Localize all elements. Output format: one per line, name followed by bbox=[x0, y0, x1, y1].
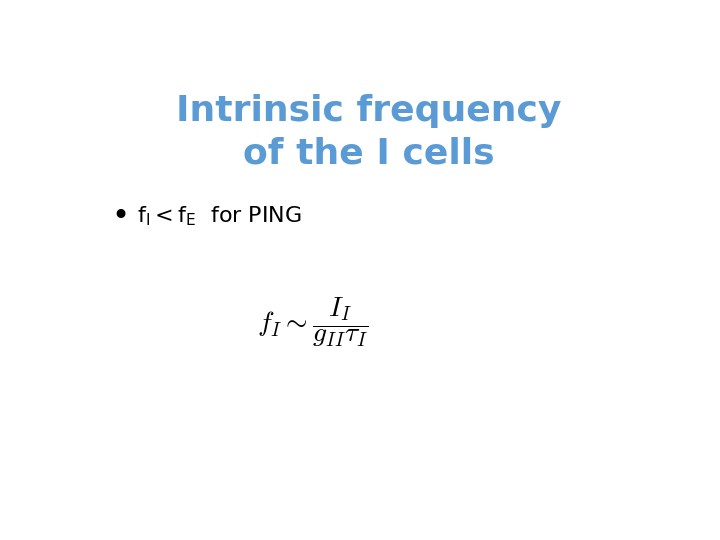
Text: $\mathsf{f}_\mathsf{I} < \mathsf{f}_\mathsf{E}$  for PING: $\mathsf{f}_\mathsf{I} < \mathsf{f}_\mat… bbox=[138, 205, 302, 228]
Text: Intrinsic frequency
of the I cells: Intrinsic frequency of the I cells bbox=[176, 94, 562, 170]
Text: •: • bbox=[112, 202, 130, 231]
Text: $f_I \sim \dfrac{I_I}{g_{II}\tau_I}$: $f_I \sim \dfrac{I_I}{g_{II}\tau_I}$ bbox=[257, 296, 369, 349]
